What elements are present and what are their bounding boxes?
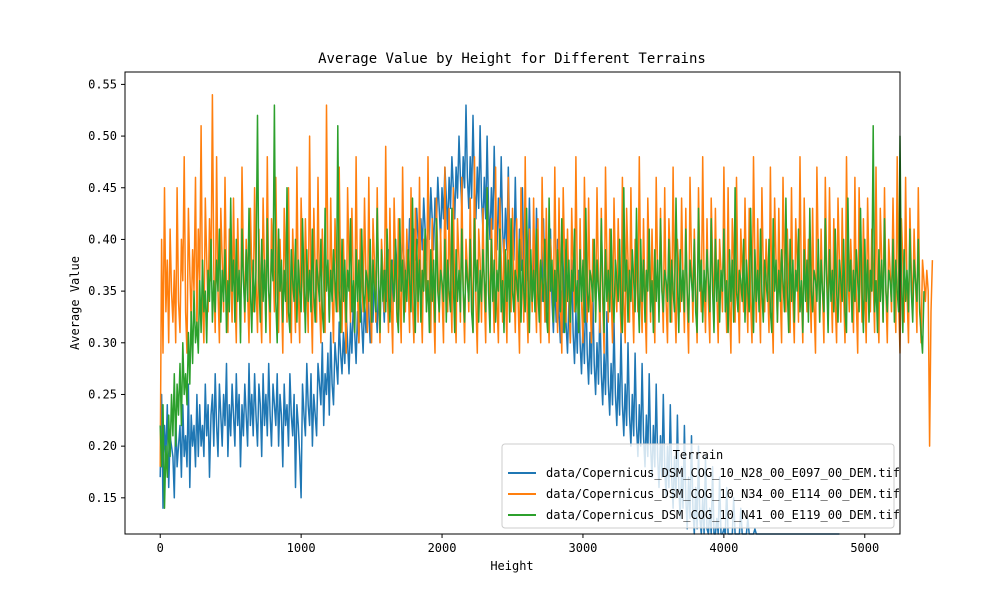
x-tick-label: 1000 bbox=[287, 541, 316, 555]
y-tick-label: 0.25 bbox=[88, 387, 117, 401]
x-tick-label: 3000 bbox=[569, 541, 598, 555]
y-tick-label: 0.50 bbox=[88, 129, 117, 143]
chart-title: Average Value by Height for Different Te… bbox=[318, 51, 706, 67]
legend-label-series-1: data/Copernicus_DSM_COG_10_N28_00_E097_0… bbox=[546, 466, 900, 480]
y-tick-label: 0.30 bbox=[88, 336, 117, 350]
y-axis: 0.15 0.20 0.25 0.30 0.35 0.40 0.45 0.50 0.55 bbox=[88, 77, 125, 505]
series-line-3 bbox=[159, 104, 925, 509]
x-axis: 0 1000 2000 3000 4000 5000 bbox=[157, 534, 879, 555]
legend-label-series-3: data/Copernicus_DSM_COG_10_N41_00_E119_0… bbox=[546, 508, 900, 522]
y-tick-label: 0.15 bbox=[88, 491, 117, 505]
y-tick-label: 0.40 bbox=[88, 232, 117, 246]
y-tick-label: 0.55 bbox=[88, 77, 117, 91]
plot-area-frame bbox=[124, 71, 901, 535]
x-tick-label: 5000 bbox=[850, 541, 879, 555]
legend-title: Terrain bbox=[673, 448, 724, 462]
x-axis-label: Height bbox=[490, 559, 533, 573]
y-tick-label: 0.35 bbox=[88, 284, 117, 298]
y-axis-label: Average Value bbox=[68, 256, 82, 350]
series-line-2 bbox=[159, 93, 934, 467]
x-tick-label: 4000 bbox=[709, 541, 738, 555]
legend-label-series-2: data/Copernicus_DSM_COG_10_N34_00_E114_0… bbox=[546, 487, 900, 501]
x-tick-label: 0 bbox=[157, 541, 164, 555]
y-tick-label: 0.20 bbox=[88, 439, 117, 453]
y-tick-label: 0.45 bbox=[88, 181, 117, 195]
legend-frame bbox=[501, 443, 895, 529]
x-tick-label: 2000 bbox=[428, 541, 457, 555]
legend: Terrain data/Copernicus_DSM_COG_10_N28_0… bbox=[501, 443, 900, 529]
